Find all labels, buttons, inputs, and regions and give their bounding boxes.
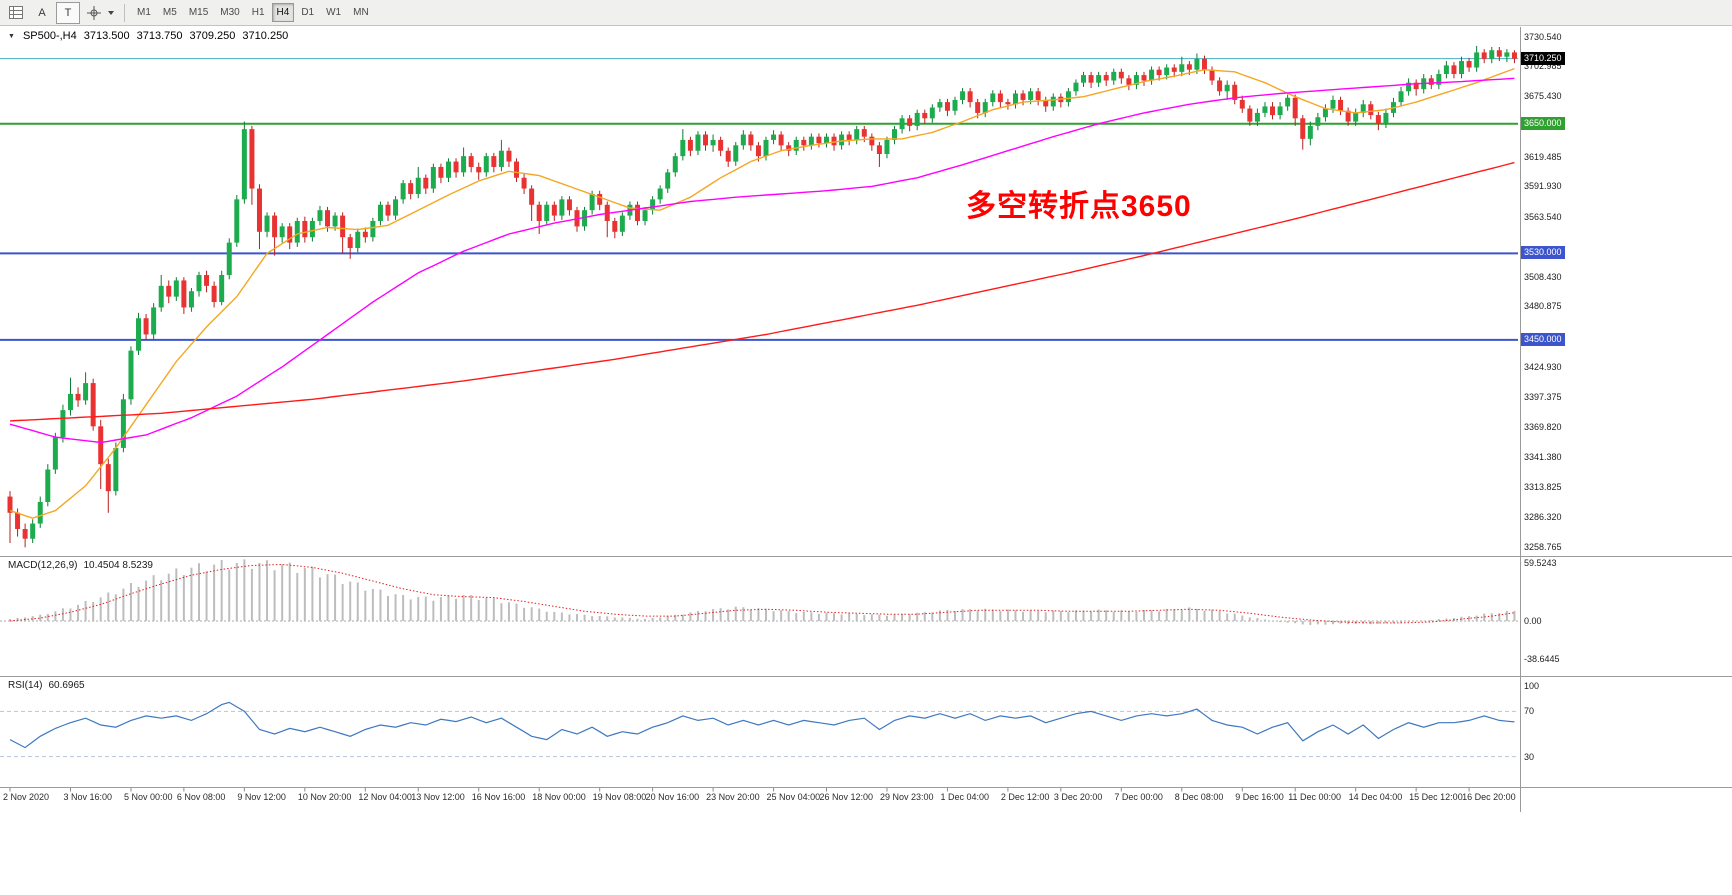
time-axis-label: 14 Dec 04:00 [1348,792,1403,802]
time-axis-label: 2 Dec 12:00 [1000,792,1050,802]
chevron-down-icon[interactable] [108,10,114,15]
rsi-panel-plot[interactable] [0,701,1518,758]
time-axis-label: 5 Nov 00:00 [123,792,173,802]
candles [7,45,1517,548]
ohlc-high: 3713.750 [136,30,183,42]
price-axis-tick: 3508.430 [1524,271,1562,282]
toolbar-separator [124,3,125,22]
price-axis-tick: 3258.765 [1524,541,1562,552]
time-axis-label: 26 Nov 12:00 [819,792,874,802]
time-axis-label: 16 Dec 20:00 [1462,792,1516,802]
indicator-list-icon[interactable] [4,2,28,24]
macd-axis-tick: 0.00 [1524,616,1542,626]
rsi-line [9,701,1515,749]
ohlc-low: 3709.250 [189,30,236,42]
rsi-axis-tick: 100 [1524,681,1540,691]
symbol-ohlc-line: ▼ SP500-,H4 3713.500 3713.750 3709.250 3… [8,30,288,42]
price-axis-tick: 3619.485 [1524,151,1562,162]
fast-ma-line [9,67,1515,519]
time-axis-label: 15 Dec 12:00 [1409,792,1463,802]
timeframe-h1-button[interactable]: H1 [247,3,270,22]
macd-panel-plot[interactable] [0,559,1518,625]
time-axis-label: 6 Nov 08:00 [176,792,226,802]
price-axis-tick: 3480.875 [1524,301,1562,312]
ohlc-open: 3713.500 [83,30,130,42]
rsi-axis-tick: 30 [1524,751,1535,762]
time-axis-label: 16 Nov 16:00 [471,792,526,802]
symbol-label: SP500-,H4 [22,30,77,42]
macd-values: 10.4504 8.5239 [83,560,153,571]
slow-ma-line [9,161,1515,422]
timeframe-m5-button[interactable]: M5 [158,3,182,22]
rsi-value: 60.6965 [48,680,85,691]
macd-name: MACD(12,26,9) [8,560,78,571]
rsi-panel-label: RSI(14) 60.6965 [8,680,85,691]
text-tool-button[interactable]: T [56,1,80,24]
ohlc-close: 3710.250 [242,30,289,42]
time-axis-label: 11 Dec 00:00 [1288,792,1342,802]
price-axis-tick: 3563.540 [1524,212,1562,223]
price-axis-badge-3710.25: 3710.250 [1521,51,1565,65]
price-axis-badge-3650: 3650.000 [1521,116,1565,130]
timeframe-m1-button[interactable]: M1 [132,3,156,22]
time-axis-label: 25 Nov 04:00 [766,792,821,802]
macd-signal-line [9,563,1515,624]
toolbar: A T M1 M5 M15 M30 H1 H4 D1 W1 MN [0,0,1732,26]
time-axis-label: 7 Dec 00:00 [1114,792,1163,802]
annotation-a-button[interactable]: A [38,6,46,19]
time-axis-label: 18 Nov 00:00 [532,792,586,802]
collapse-triangle-icon[interactable]: ▼ [8,32,15,40]
time-axis-label: 20 Nov 16:00 [645,792,700,802]
time-axis-label: 19 Nov 08:00 [592,792,647,802]
time-axis-label: 9 Dec 16:00 [1235,792,1284,802]
price-chart-plot[interactable] [0,45,1518,548]
time-axis-label: 13 Nov 12:00 [411,792,465,802]
price-axis-tick: 3341.380 [1524,452,1562,463]
price-axis-badge-3530: 3530.000 [1521,246,1565,260]
time-axis-label: 10 Nov 20:00 [297,792,352,802]
timeframe-d1-button[interactable]: D1 [296,3,319,22]
time-axis-label: 2 Nov 2020 [3,792,50,802]
time-axis-label: 9 Nov 12:00 [237,792,286,802]
timeframe-mn-button[interactable]: MN [348,3,374,22]
price-axis-tick: 3313.825 [1524,482,1562,493]
price-axis-tick: 3702.985 [1524,61,1562,72]
timeframe-h4-button[interactable]: H4 [271,3,295,22]
macd-axis-tick: 59.5243 [1524,557,1557,568]
price-axis-tick: 3369.820 [1524,421,1562,432]
time-axis-label: 23 Nov 20:00 [706,792,760,802]
crosshair-icon[interactable] [82,2,106,24]
timeframe-w1-button[interactable]: W1 [321,3,346,22]
chart-annotation-text[interactable]: 多空转折点3650 [966,190,1192,223]
macd-axis-tick: -38.6445 [1524,653,1560,664]
rsi-name: RSI(14) [8,680,43,691]
time-axis-label: 3 Dec 20:00 [1053,792,1103,802]
time-axis-label: 3 Nov 16:00 [63,792,113,802]
time-axis-label: 8 Dec 08:00 [1174,792,1224,802]
price-axis-tick: 3397.375 [1524,391,1562,402]
price-axis-badge-3450: 3450.000 [1521,332,1565,346]
price-axis-tick: 3286.320 [1524,511,1562,522]
price-axis-tick: 3591.930 [1524,181,1562,192]
time-axis-label: 12 Nov 04:00 [358,792,412,802]
price-axis-tick: 3424.930 [1524,361,1562,372]
macd-histogram [9,559,1516,625]
price-axis-tick: 3730.540 [1524,31,1562,42]
timeframe-m15-button[interactable]: M15 [184,3,213,22]
price-axis-tick: 3675.430 [1524,91,1562,102]
mid-ma-line [9,77,1515,444]
time-axis-label: 1 Dec 04:00 [940,792,989,802]
rsi-axis-tick: 70 [1524,706,1535,717]
macd-panel-label: MACD(12,26,9) 10.4504 8.5239 [8,560,153,571]
time-axis-label: 29 Nov 23:00 [879,792,934,802]
timeframe-m30-button[interactable]: M30 [215,3,244,22]
